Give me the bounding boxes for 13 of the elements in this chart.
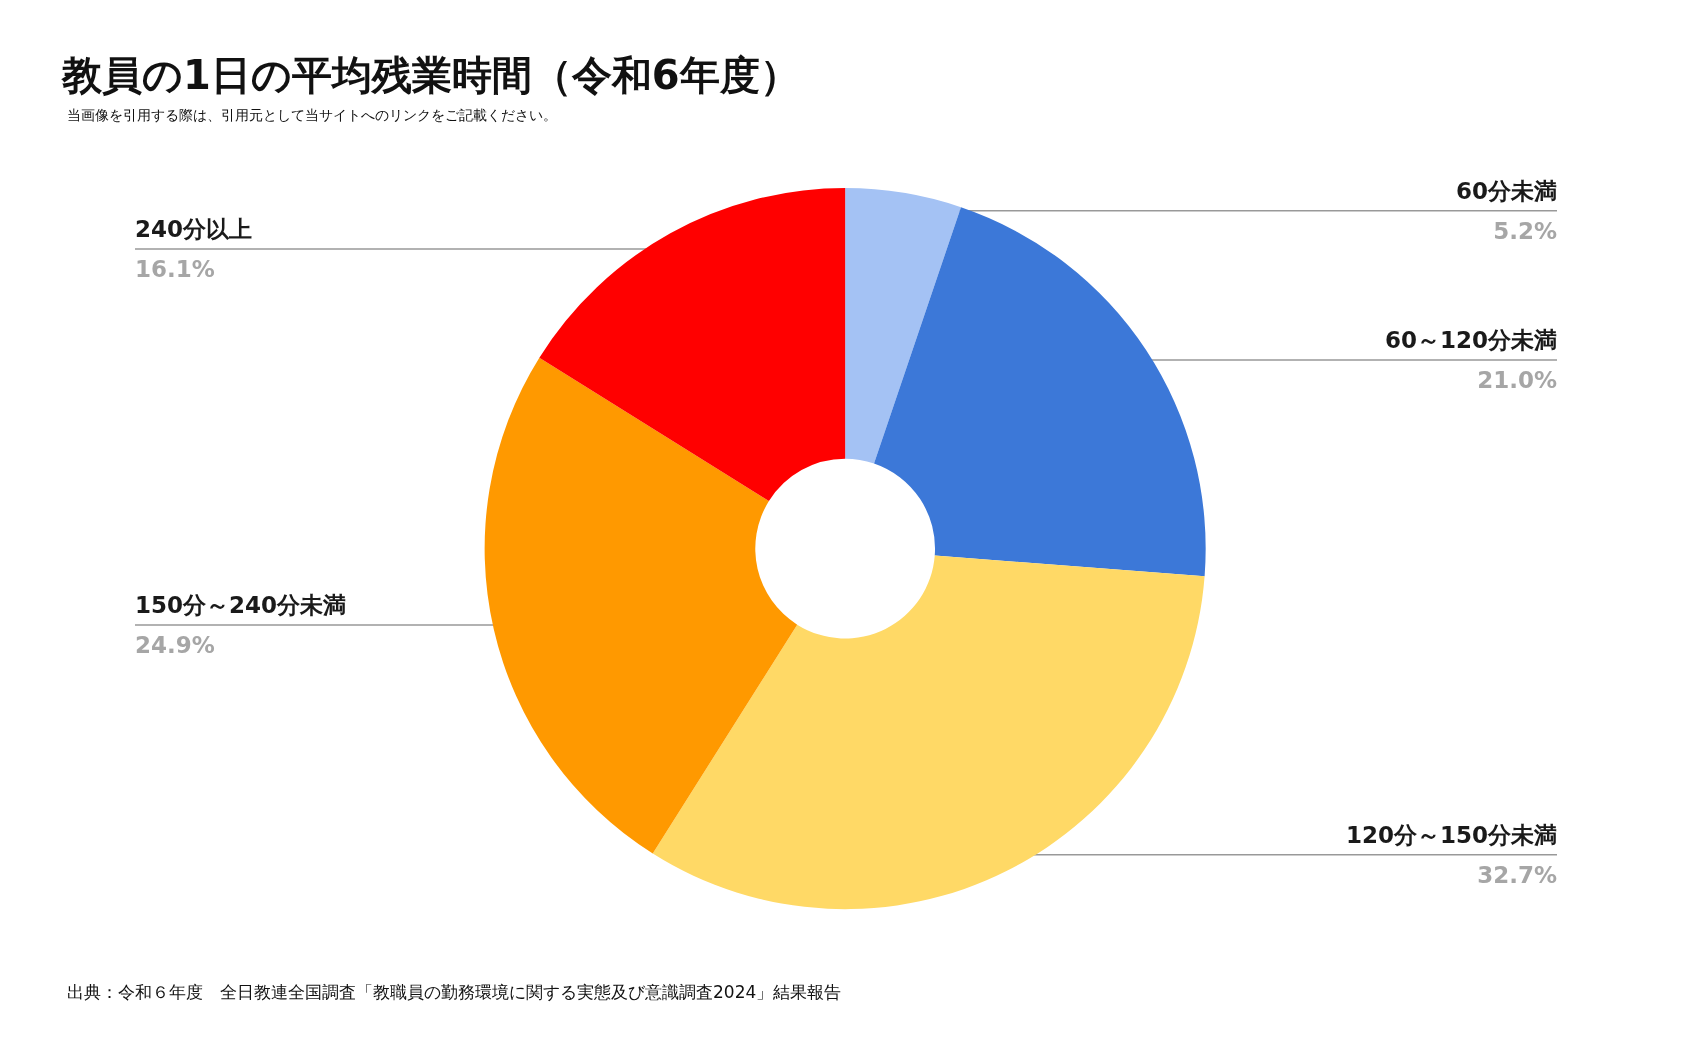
data-label: 32.7% <box>1477 861 1557 888</box>
slice-label: 60～120分未満 <box>1384 326 1557 353</box>
slice-label: 120分～150分未満 <box>1345 821 1557 848</box>
slice-label: 150分～240分未満 <box>135 591 347 618</box>
slice-label: 240分以上 <box>135 216 253 243</box>
data-label: 16.1% <box>135 256 215 283</box>
data-label: 24.9% <box>135 631 215 658</box>
data-label: 5.2% <box>1493 217 1557 244</box>
slice-label: 60分未満 <box>1455 177 1557 204</box>
data-label: 21.0% <box>1477 366 1557 393</box>
chart-subtitle: 当画像を引用する際は、引用元として当サイトへのリンクをご記載ください。 <box>67 107 557 123</box>
chart-title: 教員の1日の平均残業時間（令和6年度） <box>61 52 800 98</box>
source-note: 出典：令和６年度 全日教連全国調査「教職員の勤務環境に関する実態及び意識調査2024」結果報告 <box>67 981 842 1002</box>
